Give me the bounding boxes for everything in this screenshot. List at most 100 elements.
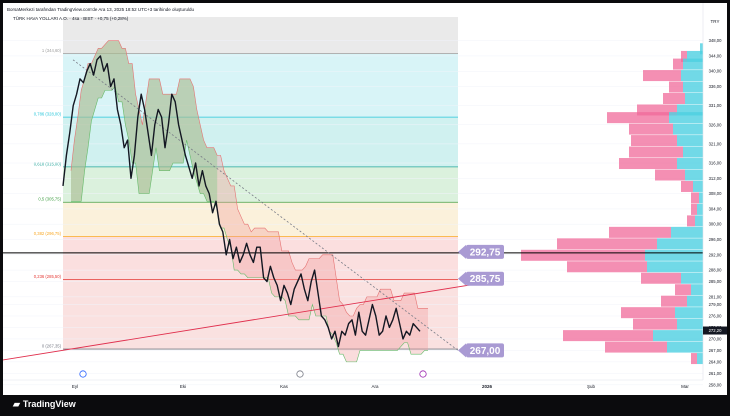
volume-profile-bar-sell [637,104,677,116]
cloud-lower-line [71,85,428,363]
price-callout-text: 267,00 [470,346,501,357]
x-tick-label: Ara [371,384,379,389]
volume-profile-bar-sell [621,307,675,319]
volume-profile-bar-sell [655,169,685,181]
y-tick-label: 348,00 [709,38,722,43]
event-marker-icon [296,370,304,378]
volume-profile-bar-buy [677,158,703,170]
x-tick-label: 2026 [482,384,493,389]
y-tick-label: 331,00 [709,103,722,108]
y-tick-label: 288,00 [709,268,722,273]
volume-profile-bar-sell [633,318,677,330]
y-tick-label: 326,00 [709,122,722,127]
price-callout-pointer [458,244,466,259]
volume-profile-bar-buy [671,226,703,238]
y-tick-label: 312,00 [709,176,722,181]
price-callout-box [466,244,504,259]
volume-profile-bar-buy [693,180,703,192]
volume-profile-bar-sell [675,284,691,296]
volume-profile-bar-buy [685,93,703,105]
y-tick-label: 304,00 [709,206,722,211]
tradingview-icon: ▰ [13,399,20,409]
last-price-tag [703,326,727,335]
chart-canvas[interactable]: 1 (344,60) 0,786 (328,00) 0,618 (315,00) 0,… [3,3,727,395]
symbol-legend[interactable]: TÜRK HAVA YOLLARI A.O. · 4sa · BIST · +0… [13,16,129,21]
trendline-up [3,279,504,361]
volume-profile-bar-sell [673,58,683,70]
volume-profile-bar-sell [661,295,687,307]
volume-profile-bar-buy [681,70,703,82]
volume-profile-bar-buy [677,318,703,330]
x-tick-label: Şub [587,384,596,389]
last-price-text: 272,20 [709,328,722,333]
volume-profile-bar-sell [605,341,667,353]
volume-profile-bar-buy [657,238,703,250]
price-callout-pointer [458,271,466,286]
volume-profile-bar-buy [675,307,703,319]
y-tick-label: 279,00 [709,302,722,307]
fib-band [63,202,458,237]
fib-band [63,279,458,350]
x-tick-label: Kas [280,384,289,389]
volume-profile-bar-sell [629,146,683,158]
cloud-area-bullish [71,40,218,209]
volume-profile-bar-sell [669,81,683,93]
y-tick-label: 300,00 [709,222,722,227]
volume-profile-bar-buy [667,341,703,353]
fib-label: 0,618 (315,00) [34,161,62,166]
volume-profile-bar-sell [643,70,681,82]
y-tick-label: 264,00 [709,359,722,364]
y-tick-label: 258,00 [709,382,722,387]
volume-profile-bar-sell [687,215,695,227]
tradingview-logo[interactable]: ▰ TradingView [13,399,76,410]
volume-profile-bar-sell [631,135,677,147]
price-callout-pointer [458,343,466,358]
chart-header: BorsaMerkezi tarafından TradingView.com'… [7,7,195,12]
fib-label: 0,236 (285,50) [34,274,62,279]
volume-profile-bar-sell [681,50,687,62]
volume-profile-bar-buy [697,203,703,215]
volume-profile-bar-sell [607,112,669,124]
price-callout-text: 285,75 [470,274,501,285]
fib-label: 0,5 (305,75) [38,197,61,202]
y-tick-label: 270,00 [709,336,722,341]
volume-profile-bar-sell [521,249,645,261]
volume-profile-bar-sell [567,261,647,273]
y-tick-label: 261,00 [709,371,722,376]
y-tick-label: 344,00 [709,53,722,58]
y-tick-label: 267,00 [709,348,722,353]
y-tick-label: 285,00 [709,279,722,284]
volume-profile-bar-sell [629,123,673,135]
fib-label: 1 (344,60) [42,48,62,53]
volume-profile-bar-sell [619,158,677,170]
volume-profile-bar-buy [700,43,703,55]
y-tick-label: 296,00 [709,237,722,242]
volume-profile-bar-sell [557,238,657,250]
currency-label: TRY [711,19,720,24]
cloud-upper-line [70,40,428,317]
volume-profile-bar-buy [687,50,703,62]
brand-label: TradingView [22,399,76,409]
y-tick-label: 321,00 [709,141,722,146]
y-tick-label: 336,00 [709,84,722,89]
chart-frame: 1 (344,60) 0,786 (328,00) 0,618 (315,00) 0,… [3,3,727,413]
price-callout: 285,75 [458,271,504,286]
y-tick-label: 281,00 [709,294,722,299]
volume-profile-bar-sell [563,330,653,342]
fib-band [63,236,458,280]
volume-profile-bar-buy [683,81,703,93]
volume-profile-bar-buy [683,146,703,158]
volume-profile-bar-sell [681,180,693,192]
volume-profile-bar-sell [641,272,681,284]
y-tick-label: 308,00 [709,191,722,196]
volume-profile-bar-buy [677,104,703,116]
x-tick-label: Eki [180,384,186,389]
trendline-down [72,59,459,351]
fib-band [63,53,458,118]
fib-band-top [63,17,458,54]
volume-profile-bar-buy [647,261,703,273]
fib-band [63,166,458,203]
y-tick-label: 340,00 [709,69,722,74]
fib-label: 0,786 (328,00) [34,112,62,117]
volume-profile-bar-buy [645,249,703,261]
